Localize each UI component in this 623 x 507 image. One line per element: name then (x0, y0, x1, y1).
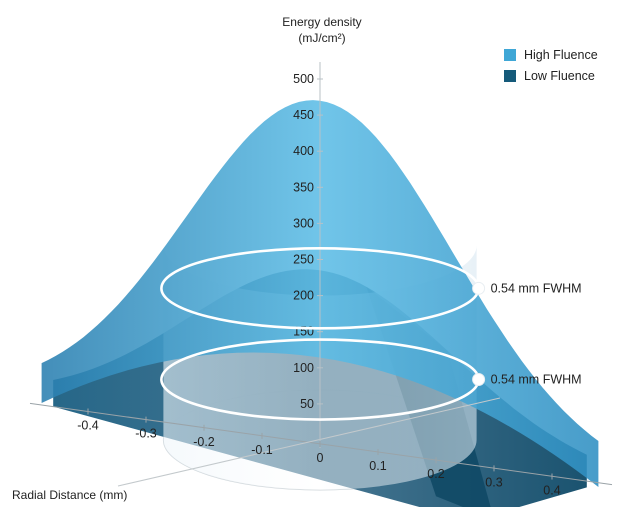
y-axis-title-line1: Energy density (282, 15, 362, 29)
x-tick-label: 0.1 (369, 459, 386, 473)
x-tick-label: -0.4 (77, 419, 99, 433)
y-tick-label: 200 (293, 289, 314, 303)
y-tick-label: 350 (293, 180, 314, 194)
x-tick-label: -0.3 (135, 427, 157, 441)
y-tick-label: 250 (293, 253, 314, 267)
fwhm-label-low: 0.54 mm FWHM (491, 373, 582, 387)
y-tick-label: 400 (293, 144, 314, 158)
depth-axis-line (117, 397, 501, 487)
x-tick-label: 0 (317, 451, 324, 465)
fwhm-label-high: 0.54 mm FWHM (491, 281, 582, 295)
x-tick-label: 0.3 (485, 475, 502, 489)
y-tick-label: 300 (293, 216, 314, 230)
legend-label-high: High Fluence (524, 47, 598, 62)
markers: 0.54 mm FWHM 0.54 mm FWHM (160, 247, 582, 421)
x-tick-label: -0.2 (193, 435, 215, 449)
x-tick-label: 0.2 (427, 467, 444, 481)
legend-label-low: Low Fluence (524, 68, 595, 83)
y-tick-label: 450 (293, 108, 314, 122)
x-axis-title: Radial Distance (mm) (12, 488, 128, 502)
y-tick-label: 50 (300, 397, 314, 411)
axes: 50100150200250300350400450500-0.4-0.3-0.… (29, 62, 613, 497)
y-axis-title: Energy density (mJ/cm²) (262, 14, 382, 46)
x-tick-label: 0.4 (543, 483, 560, 497)
legend-swatch-low (504, 69, 516, 82)
y-tick-label: 500 (293, 72, 314, 86)
x-tick-label: -0.1 (251, 443, 273, 457)
x-axis-line (29, 402, 613, 486)
y-tick-label: 100 (293, 361, 314, 375)
y-axis-title-line2: (mJ/cm²) (298, 31, 346, 45)
legend-item-high: High Fluence (504, 44, 598, 65)
fwhm-marker-low (472, 373, 486, 387)
legend: High Fluence Low Fluence (504, 44, 598, 86)
legend-swatch-high (504, 48, 516, 61)
legend-item-low: Low Fluence (504, 65, 598, 86)
fwhm-marker-high (472, 281, 486, 295)
